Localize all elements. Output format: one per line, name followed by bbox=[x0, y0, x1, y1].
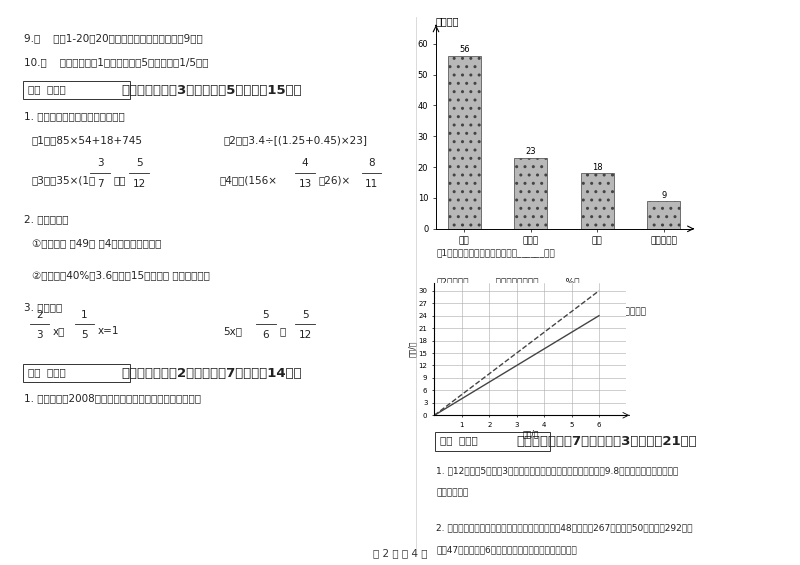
Text: ――― 降价前: ――― 降价前 bbox=[571, 365, 617, 374]
Text: —— 降价后: —— 降价后 bbox=[571, 386, 608, 395]
Text: 四、计算题（关3小题，每题5分，共计15分）: 四、计算题（关3小题，每题5分，共计15分） bbox=[121, 84, 302, 97]
Text: 5: 5 bbox=[136, 158, 142, 168]
Text: x=1: x=1 bbox=[98, 326, 119, 336]
Text: ）－: ）－ bbox=[114, 175, 126, 185]
Text: 2. 图象表示一种彩带降价前后的长度与总价的关系，请根据图中信息填空。: 2. 图象表示一种彩带降价前后的长度与总价的关系，请根据图中信息填空。 bbox=[436, 338, 619, 347]
Text: 23: 23 bbox=[526, 147, 536, 157]
Text: 得分  评卷人: 得分 评卷人 bbox=[28, 84, 66, 94]
Text: 3. 解方程。: 3. 解方程。 bbox=[24, 302, 62, 312]
Text: 1. 用递等式计算，能简算的简算。: 1. 用递等式计算，能简算的简算。 bbox=[24, 111, 125, 121]
Text: 三班47人，每人傁6个。六年级学生平均每人做多少个？: 三班47人，每人傁6个。六年级学生平均每人做多少个？ bbox=[436, 545, 577, 554]
Text: 第 2 页 共 4 页: 第 2 页 共 4 页 bbox=[373, 548, 427, 558]
Text: 7: 7 bbox=[97, 179, 103, 189]
Text: （2）、3.4÷[(1.25+0.45)×23]: （2）、3.4÷[(1.25+0.45)×23] bbox=[223, 135, 367, 145]
Text: （2）降价前炙7.5米需______元。: （2）降价前炙7.5米需______元。 bbox=[436, 371, 537, 380]
Text: （4）、(156×: （4）、(156× bbox=[219, 175, 277, 185]
Text: 五、综合题（关2小题，每题7分，共计14分）: 五、综合题（关2小题，每题7分，共计14分） bbox=[121, 367, 302, 380]
Bar bbox=[647, 201, 680, 229]
Text: （1）、85×54+18+745: （1）、85×54+18+745 bbox=[32, 135, 142, 145]
Text: 13: 13 bbox=[298, 179, 312, 189]
Text: ①一个数的 比49的 具4，这个数是多少？: ①一个数的 比49的 具4，这个数是多少？ bbox=[32, 238, 161, 249]
Text: 10.（    ）把一根长为1米的绳子分成5段，每段长1/5米。: 10.（ ）把一根长为1米的绳子分成5段，每段长1/5米。 bbox=[24, 57, 208, 67]
FancyBboxPatch shape bbox=[23, 364, 130, 382]
Text: 单位：票: 单位：票 bbox=[436, 16, 459, 26]
FancyBboxPatch shape bbox=[435, 432, 550, 451]
Text: 6: 6 bbox=[262, 331, 270, 340]
Text: 3: 3 bbox=[97, 158, 103, 168]
Text: （1）四个申办城市的得票总数是______票。: （1）四个申办城市的得票总数是______票。 bbox=[436, 248, 554, 257]
Text: ②一个数的40%与3.6的和与15的比值是 ，求这个数。: ②一个数的40%与3.6的和与15的比值是 ，求这个数。 bbox=[32, 270, 210, 280]
Text: 多少平方米？: 多少平方米？ bbox=[436, 489, 468, 498]
X-axis label: 长度/米: 长度/米 bbox=[522, 429, 538, 438]
Text: 8: 8 bbox=[368, 158, 374, 168]
Text: 1. 长12米，剆5米，高3米的教室，抹上石灰，扣除门窗黑板面积9.8平方米，抹石灰的面积有: 1. 长12米，剆5米，高3米的教室，抹上石灰，扣除门窗黑板面积9.8平方米，抹… bbox=[436, 466, 678, 475]
Text: 1: 1 bbox=[81, 310, 88, 320]
Y-axis label: 总价/元: 总价/元 bbox=[408, 341, 417, 357]
Text: （1）降价前后，长度与总价都成______比例。: （1）降价前后，长度与总价都成______比例。 bbox=[436, 344, 560, 353]
Text: 六、应用题（关7小题，每题3分，共计21分）: 六、应用题（关7小题，每题3分，共计21分） bbox=[516, 436, 697, 449]
Text: （2）北京得______票，占得票总数的______%。: （2）北京得______票，占得票总数的______%。 bbox=[436, 277, 579, 286]
Text: 56: 56 bbox=[459, 45, 470, 54]
Text: 得分  评卷人: 得分 评卷人 bbox=[439, 436, 478, 445]
Text: 9: 9 bbox=[661, 190, 666, 199]
Text: 18: 18 bbox=[592, 163, 602, 172]
Bar bbox=[581, 173, 614, 229]
Text: ＝: ＝ bbox=[280, 326, 286, 336]
Text: 5: 5 bbox=[81, 331, 88, 340]
Bar bbox=[448, 56, 481, 229]
FancyBboxPatch shape bbox=[23, 81, 130, 99]
Text: x－: x－ bbox=[53, 326, 66, 336]
Text: 2. 列式计算。: 2. 列式计算。 bbox=[24, 215, 68, 224]
Text: 5x－: 5x－ bbox=[223, 326, 242, 336]
Text: 得分  评卷人: 得分 评卷人 bbox=[28, 367, 66, 377]
Text: 5: 5 bbox=[262, 310, 270, 320]
Text: 9.（    ）从1-20耆20个自然数中，其中共有质数9个。: 9.（ ）从1-20耆20个自然数中，其中共有质数9个。 bbox=[24, 33, 202, 43]
Text: 11: 11 bbox=[365, 179, 378, 189]
Text: （3）这种彩带降价了______%。: （3）这种彩带降价了______%。 bbox=[436, 399, 531, 408]
Text: 2: 2 bbox=[36, 310, 42, 320]
Text: 5: 5 bbox=[302, 310, 308, 320]
Text: 3: 3 bbox=[36, 331, 42, 340]
Text: （3）、35×(1－: （3）、35×(1－ bbox=[32, 175, 96, 185]
Text: 12: 12 bbox=[298, 331, 312, 340]
Text: －26)×: －26)× bbox=[318, 175, 350, 185]
Text: 12: 12 bbox=[133, 179, 146, 189]
Text: （3）投票结果一出来，报纸、电视都说：「北京得票是数遥遥领先」，为什么这样说？: （3）投票结果一出来，报纸、电视都说：「北京得票是数遥遥领先」，为什么这样说？ bbox=[436, 306, 646, 315]
Text: 1. 下面是申报2008年奥运会主办城市的得票情况统计图。: 1. 下面是申报2008年奥运会主办城市的得票情况统计图。 bbox=[24, 393, 201, 403]
Bar bbox=[514, 158, 547, 229]
Text: 2. 手工制作比赛中，六年级学生做泥人玩具，一班48人，共做267个；二班50人，共做292个；: 2. 手工制作比赛中，六年级学生做泥人玩具，一班48人，共做267个；二班50人… bbox=[436, 523, 693, 532]
Text: 4: 4 bbox=[302, 158, 308, 168]
